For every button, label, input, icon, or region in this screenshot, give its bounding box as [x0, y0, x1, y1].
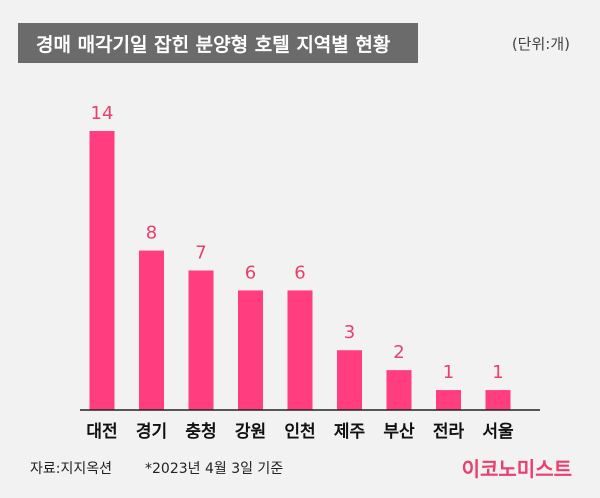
source-label: 자료:지지옥션 — [30, 461, 112, 477]
category-label: 대전 — [86, 422, 117, 442]
bar-value-label: 3 — [344, 322, 355, 343]
category-label: 경기 — [136, 422, 167, 442]
bar-4 — [238, 290, 263, 410]
category-label: 부산 — [383, 422, 415, 442]
category-label: 제주 — [334, 422, 366, 442]
bar-value-label: 6 — [245, 262, 256, 283]
bar-3 — [188, 270, 214, 410]
bar-value-label: 14 — [91, 103, 114, 124]
bar-1 — [89, 131, 115, 410]
category-label: 충청 — [185, 421, 216, 442]
bar-value-label: 6 — [294, 262, 305, 283]
bar-6 — [337, 350, 362, 410]
category-label: 서울 — [482, 422, 514, 442]
labels-group: 14 대전 8 경기 7 충청 6 강원 6 인천 3 제주 2 부산 1 전라 1 서울 — [86, 103, 514, 442]
category-label: 강원 — [235, 422, 266, 442]
bar-8 — [436, 390, 461, 410]
bar-7 — [386, 370, 412, 410]
category-label: 인천 — [284, 422, 315, 442]
bar-value-label: 8 — [146, 223, 157, 244]
bar-value-label: 1 — [492, 362, 503, 383]
unit-label: (단위:개) — [511, 35, 570, 53]
bar-5 — [287, 290, 313, 410]
bars-group — [89, 131, 511, 410]
bar-value-label: 2 — [393, 342, 404, 363]
publisher-logo: 이코노미스트 — [461, 457, 572, 481]
chart-title-bar: 경매 매각기일 잡힌 분양형 호텔 지역별 현황 — [18, 23, 418, 63]
bar-value-label: 7 — [195, 243, 206, 264]
bar-9 — [485, 390, 511, 410]
bar-2 — [139, 250, 164, 410]
category-label: 전라 — [433, 422, 465, 442]
date-note: *2023년 4월 3일 기준 — [145, 461, 284, 477]
bar-value-label: 1 — [443, 362, 454, 383]
chart-title: 경매 매각기일 잡힌 분양형 호텔 지역별 현황 — [36, 33, 391, 56]
